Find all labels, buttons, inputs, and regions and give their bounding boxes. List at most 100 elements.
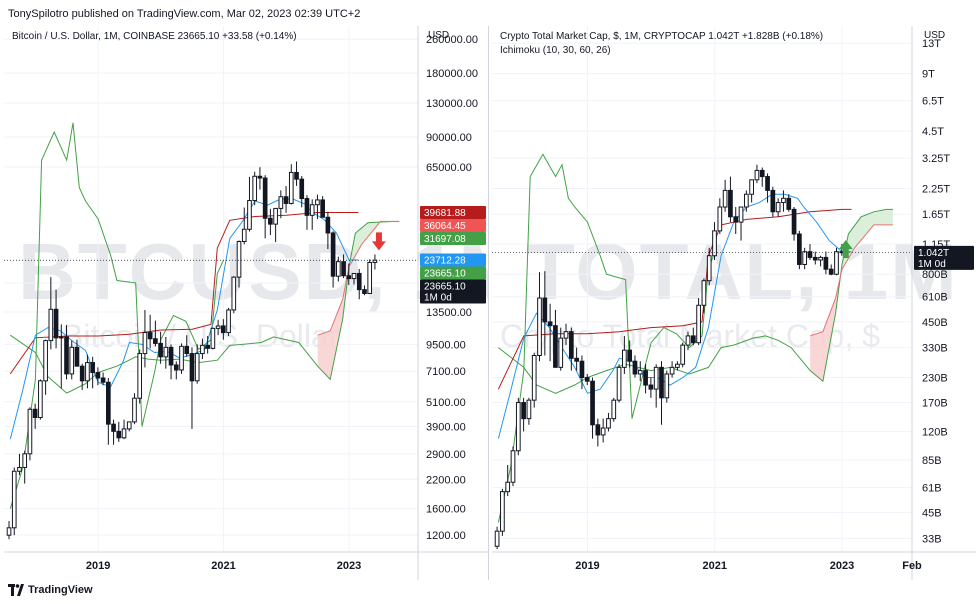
candle-down [205,344,210,349]
x-tick-label: Feb [902,560,922,572]
candle-up [6,527,12,536]
indicator-legend: Ichimoku (10, 30, 60, 26) [500,45,611,56]
price-label-text: 31697.08 [424,234,466,245]
candle-down [659,366,664,399]
candle-down [728,189,733,218]
y-tick-label: 65000.00 [426,162,472,174]
price-label-text: 23665.10 [424,282,466,293]
candle-down [786,197,792,210]
candle-up [696,304,701,344]
candle-up [351,272,357,280]
y-tick-label: 1.65T [922,209,950,221]
candle-down [797,233,802,265]
candle-up [27,408,33,455]
ichimoku-cloud-bullish [350,222,380,265]
candle-up [226,309,231,334]
total-market-cap-chart-panel[interactable]: TOTAL, 1M Crypto Total Market Cap, $ 13T… [492,26,976,580]
candle-up [121,428,127,439]
candle-up [515,402,521,452]
candle-up [818,256,823,261]
y-tick-label: 180000.00 [426,68,478,80]
axis-currency-label: USD [428,30,450,41]
candle-up [743,193,749,208]
candle-down [521,402,526,420]
candle-down [299,178,305,200]
candle-down [590,380,595,426]
candle-up [664,373,670,399]
candle-up [722,189,728,208]
btcusd-chart-panel[interactable]: BTCUSD, 1M Bitcoin / U.S. Dollar 260000.… [4,26,488,580]
candle-down [765,176,770,191]
candle-up [531,354,537,401]
candle-up [600,427,606,436]
candle-down [173,364,179,371]
candle-down [632,360,638,375]
chart-title: Crypto Total Market Cap, $, 1M, CRYPTOCA… [500,31,824,42]
candle-down [32,408,38,418]
candle-up [537,297,542,356]
candle-up [526,399,532,420]
price-label-box [914,245,974,270]
candle-up [775,202,781,213]
candle-down [791,208,797,235]
candle-up [781,197,786,204]
price-label-box [420,266,486,280]
candle-up [611,399,617,420]
candle-up [48,308,54,342]
y-tick-label: 7100.00 [426,366,466,378]
candle-up [137,353,143,399]
price-label-text: 23665.10 [424,269,466,280]
tradingview-footer[interactable]: TradingView [8,582,93,598]
axis-currency-label: USD [924,30,946,41]
candle-up [252,175,258,202]
senkou-span-b-line [810,224,893,337]
candle-up [717,206,723,232]
candle-down [553,325,558,368]
y-tick-label: 1200.00 [426,530,466,542]
candle-up [685,335,691,346]
y-tick-label: 33B [922,533,942,545]
price-label-box [420,219,486,233]
candle-up [754,169,760,181]
candle-up [653,366,659,390]
candle-down [346,275,352,280]
price-label-box [420,253,486,267]
btcusd-chart[interactable]: 260000.00 180000.00 130000.00 90000.00 65000… [4,26,488,580]
candle-up [712,230,717,257]
candle-down [568,331,574,359]
signal-arrow-up [838,240,853,259]
candle-down [283,196,289,204]
candle-down [116,430,122,439]
publisher-header: TonySpilotro published on TradingView.co… [8,8,361,20]
candle-up [834,251,839,275]
candle-up [563,331,569,339]
candle-up [372,259,378,263]
candle-up [200,344,205,355]
candle-down [579,360,585,379]
candle-up [738,206,744,223]
signal-arrow-down [371,232,386,251]
total-market-cap-chart[interactable]: 13T9T6.5T4.5T3.25T2.25T1.65T1.15T800B610… [492,26,976,580]
candle-up [17,467,22,472]
candle-down [111,423,116,432]
price-label-countdown: 1M 0d [424,293,452,304]
candle-up [315,199,320,206]
price-label-text: 36064.45 [424,221,466,232]
x-tick-label: 2021 [211,560,235,572]
y-tick-label: 45B [922,508,942,520]
price-label-text: 1.042T [918,248,949,259]
candle-down [304,198,310,216]
y-tick-label: 800B [922,269,948,281]
candle-down [184,345,190,355]
price-label-countdown: 1M 0d [918,259,946,270]
candle-up [231,276,237,311]
tradingview-brand: TradingView [28,584,93,596]
candle-up [680,344,686,365]
candle-down [627,349,633,362]
candle-up [38,380,43,418]
candle-up [132,397,137,423]
candle-down [823,256,829,270]
candle-up [622,349,627,368]
candle-down [362,289,367,294]
candle-down [53,308,59,339]
